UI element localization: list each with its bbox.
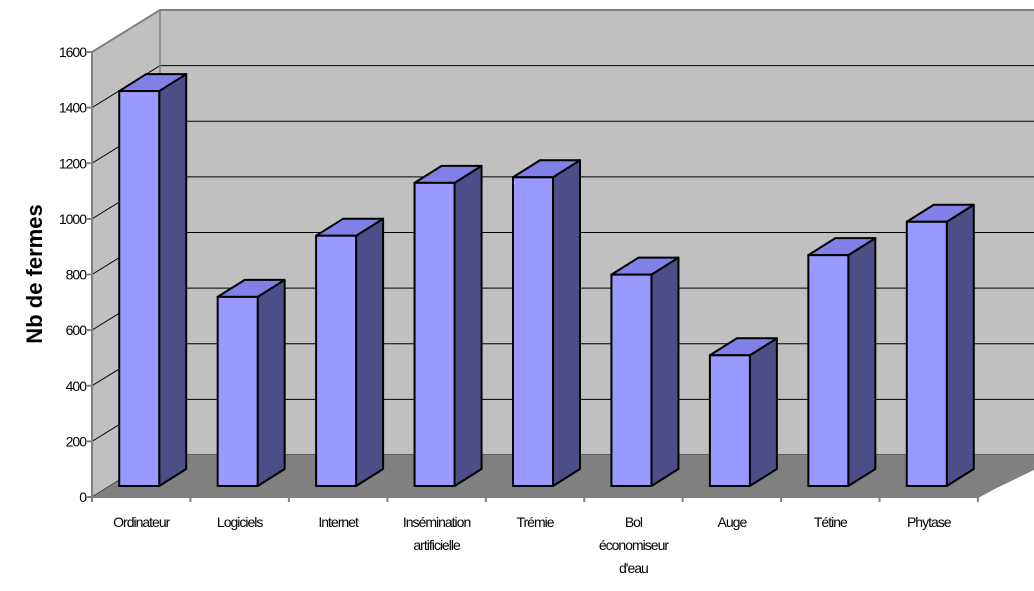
- bar: [413, 164, 483, 487]
- x-tick-label-line: Auge: [718, 514, 748, 530]
- y-tick-label: 600: [66, 322, 88, 338]
- bar: [512, 159, 581, 487]
- bar-side: [256, 278, 286, 487]
- bar: [905, 203, 975, 487]
- bar: [610, 256, 680, 487]
- x-tick-label-line: Ordinateur: [113, 514, 170, 530]
- bar-side: [847, 237, 877, 487]
- y-axis-label: Nb de fermes: [22, 204, 47, 343]
- x-tick-label: Phytase: [907, 514, 952, 530]
- x-tick-label: Auge: [718, 514, 748, 530]
- bar-front: [118, 90, 161, 487]
- x-tick-label: Bol économiseur d'eau: [599, 514, 669, 576]
- x-tick-label: Tétine: [814, 514, 848, 530]
- x-tick-label: Ordinateur: [113, 514, 170, 530]
- x-tick-label: Insémination artificielle: [403, 514, 471, 553]
- bar-side: [748, 337, 778, 487]
- y-tick-label: 200: [66, 433, 88, 449]
- y-tick-label: 1000: [59, 211, 87, 227]
- bar: [807, 237, 877, 487]
- bar-side: [453, 164, 483, 487]
- bar-side: [158, 73, 188, 487]
- x-tick-label-line: Bol: [625, 514, 643, 530]
- x-tick-label-line: artificielle: [413, 537, 461, 553]
- x-tick-label-line: Insémination: [403, 514, 471, 530]
- y-tick-label: 1600: [59, 44, 87, 60]
- x-tick-label-line: Internet: [318, 514, 359, 530]
- bar-side: [552, 159, 581, 487]
- x-tick-label-line: Logiciels: [217, 514, 263, 530]
- y-tick-label: 400: [66, 378, 88, 394]
- bar-front: [610, 273, 653, 487]
- y-tick-label: 1200: [59, 155, 87, 171]
- x-tick-label: Trémie: [516, 514, 554, 530]
- bar: [708, 337, 778, 487]
- y-tick-label: 0: [79, 489, 87, 505]
- bar-side: [650, 256, 680, 487]
- y-tick-label: 800: [66, 267, 88, 283]
- bar: [315, 217, 385, 487]
- bar-front: [413, 181, 456, 487]
- bar-front: [512, 176, 554, 487]
- x-tick-label-line: Phytase: [907, 514, 952, 530]
- x-tick-label-line: Tétine: [814, 514, 848, 530]
- x-tick-label: Internet: [318, 514, 359, 530]
- bar-side: [355, 217, 385, 487]
- floor-edge: [977, 465, 1034, 498]
- bar-front: [708, 354, 751, 487]
- x-tick-label-line: Trémie: [516, 514, 554, 530]
- y-tick-label: 1400: [59, 100, 87, 116]
- x-tick-label-line: économiseur: [599, 537, 669, 553]
- bar-front: [315, 234, 358, 487]
- x-tick-label-line: d'eau: [619, 560, 648, 576]
- bar-front: [807, 254, 850, 487]
- x-tick-label: Logiciels: [217, 514, 263, 530]
- bar-front: [216, 295, 259, 487]
- bar: [118, 73, 188, 487]
- bar-side: [945, 203, 975, 487]
- bar-front: [905, 220, 948, 487]
- bar: [216, 278, 286, 487]
